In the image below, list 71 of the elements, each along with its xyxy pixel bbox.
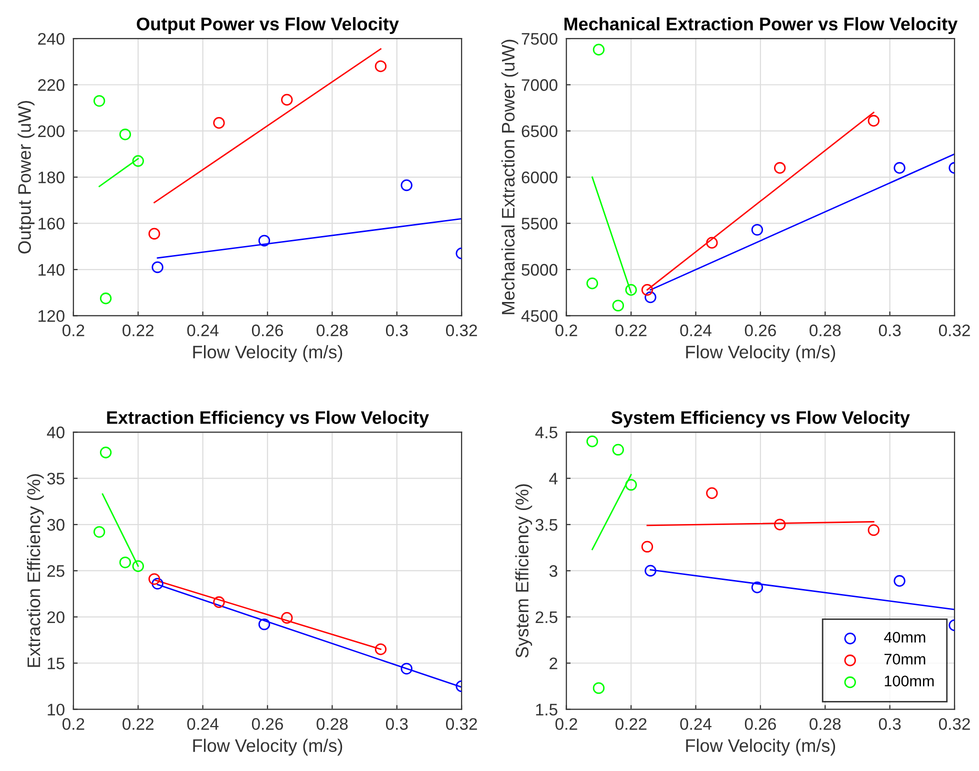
y-tick-label: 5000 bbox=[522, 264, 558, 276]
x-tick-label: 0.22 bbox=[616, 324, 646, 336]
legend-label: 70mm bbox=[884, 654, 926, 665]
x-tick-label: 0.28 bbox=[810, 718, 841, 730]
chart-title: Output Power vs Flow Velocity bbox=[136, 17, 399, 34]
x-tick-label: 0.28 bbox=[316, 324, 348, 336]
y-tick-label: 35 bbox=[47, 472, 64, 485]
x-axis-title: Flow Velocity (m/s) bbox=[686, 738, 836, 756]
legend-label: 100mm bbox=[884, 676, 934, 686]
x-tick-label: 0.28 bbox=[810, 324, 841, 336]
x-tick-label: 0.2 bbox=[555, 324, 578, 336]
y-tick-label: 6000 bbox=[522, 172, 558, 184]
x-tick-label: 0.22 bbox=[122, 718, 154, 730]
y-tick-label: 2 bbox=[550, 658, 558, 670]
legend-label: 40mm bbox=[884, 632, 926, 643]
y-tick-label: 7000 bbox=[522, 79, 558, 91]
x-tick-label: 0.3 bbox=[878, 324, 901, 336]
x-tick-label: 0.22 bbox=[616, 718, 646, 730]
x-tick-label: 0.3 bbox=[386, 324, 408, 336]
y-tick-label: 3.5 bbox=[536, 518, 558, 531]
x-tick-label: 0.32 bbox=[938, 718, 970, 730]
y-tick-label: 240 bbox=[38, 32, 64, 45]
x-axis-title: Flow Velocity (m/s) bbox=[686, 345, 836, 362]
x-tick-label: 0.3 bbox=[878, 718, 901, 730]
x-tick-label: 0.32 bbox=[446, 324, 477, 336]
y-tick-label: 4500 bbox=[521, 310, 558, 322]
y-tick-label: 25 bbox=[47, 565, 64, 577]
chart-title: Extraction Efficiency vs Flow Velocity bbox=[107, 410, 429, 428]
y-tick-label: 40 bbox=[46, 426, 64, 438]
y-tick-label: 2.5 bbox=[536, 611, 558, 624]
x-tick-label: 0.32 bbox=[446, 718, 477, 730]
x-tick-label: 0.24 bbox=[680, 324, 712, 336]
x-axis-title: Flow Velocity (m/s) bbox=[193, 738, 342, 756]
y-tick-label: 6500 bbox=[522, 125, 558, 138]
x-tick-label: 0.2 bbox=[62, 324, 84, 336]
y-tick-label: 20 bbox=[47, 611, 64, 624]
y-tick-label: 140 bbox=[38, 264, 64, 276]
y-tick-label: 4.5 bbox=[535, 426, 558, 438]
y-tick-label: 1.5 bbox=[536, 704, 558, 716]
x-tick-label: 0.26 bbox=[744, 324, 776, 336]
chart-title: Mechanical Extraction Power vs Flow Velocity bbox=[564, 17, 958, 34]
x-axis-title: Flow Velocity (m/s) bbox=[193, 345, 342, 362]
x-tick-label: 0.28 bbox=[316, 718, 348, 730]
chart-title: System Efficiency vs Flow Velocity bbox=[611, 410, 910, 428]
y-tick-label: 4 bbox=[549, 472, 558, 484]
x-tick-label: 0.22 bbox=[122, 324, 154, 336]
y-tick-label: 10 bbox=[48, 704, 64, 716]
x-tick-label: 0.24 bbox=[187, 324, 219, 336]
y-tick-label: 220 bbox=[38, 79, 64, 91]
y-tick-label: 180 bbox=[38, 172, 64, 184]
y-tick-label: 7500 bbox=[522, 32, 558, 45]
y-axis-title: Output Power (uW) bbox=[18, 100, 35, 254]
x-tick-label: 0.26 bbox=[252, 718, 283, 730]
x-tick-label: 0.3 bbox=[386, 718, 408, 730]
x-tick-label: 0.32 bbox=[938, 324, 970, 336]
x-tick-label: 0.26 bbox=[252, 324, 283, 336]
x-tick-label: 0.2 bbox=[62, 718, 84, 730]
y-axis-title: Mechanical Extraction Power (uW) bbox=[501, 40, 518, 314]
x-tick-label: 0.26 bbox=[744, 718, 776, 730]
x-tick-label: 0.24 bbox=[187, 718, 219, 730]
y-tick-label: 120 bbox=[38, 310, 64, 322]
y-tick-label: 3 bbox=[549, 565, 558, 577]
y-tick-label: 30 bbox=[47, 518, 64, 531]
x-tick-label: 0.24 bbox=[680, 718, 712, 730]
x-tick-label: 0.2 bbox=[555, 718, 578, 730]
y-axis-title: System Efficiency (%) bbox=[515, 484, 532, 658]
y-tick-label: 15 bbox=[48, 658, 64, 670]
y-tick-label: 160 bbox=[38, 218, 64, 230]
y-tick-label: 200 bbox=[38, 125, 64, 138]
y-axis-title: Extraction Efficiency (%) bbox=[26, 474, 44, 667]
y-tick-label: 5500 bbox=[522, 218, 558, 230]
